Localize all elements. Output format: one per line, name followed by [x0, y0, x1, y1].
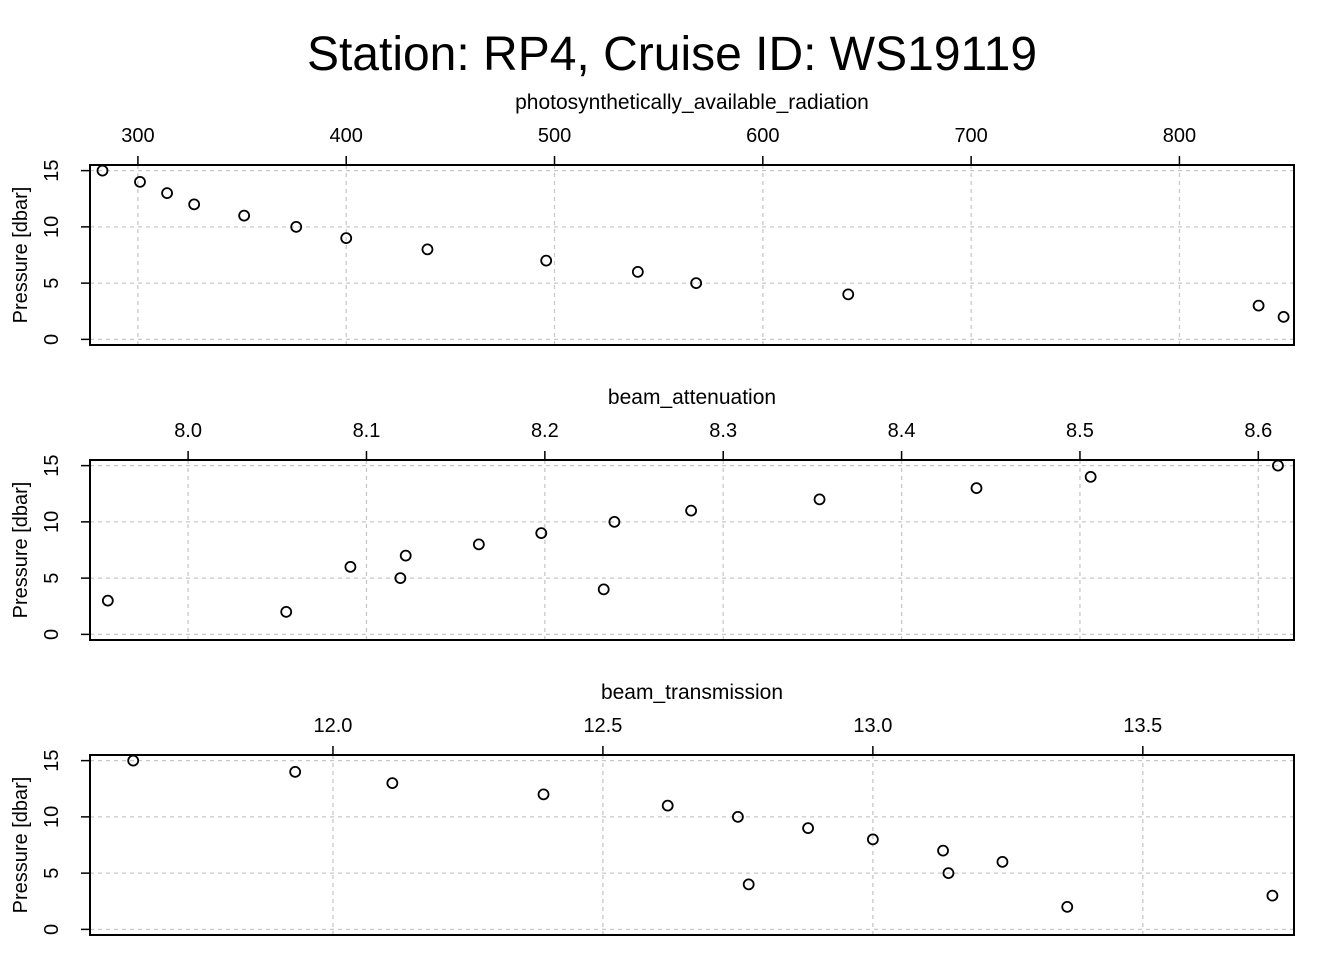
data-point	[1084, 470, 1097, 483]
x-tick-label: 600	[746, 125, 779, 147]
data-point	[535, 527, 548, 540]
data-points	[127, 754, 1279, 913]
x-axis-top: 12.0 12.5 13.0 13.5	[313, 715, 1162, 756]
panel-2: 8.0 8.1 8.2 8.3 8.4 8.5 8.6 beam_attenuation 0 5 1…	[10, 386, 1295, 641]
x-tick-label: 500	[538, 125, 571, 147]
y-tick-label: 5	[41, 868, 63, 879]
x-tick-label: 8.2	[531, 420, 559, 442]
plot-frame	[89, 164, 1295, 346]
data-point	[813, 493, 826, 506]
x-axis-label: beam_transmission	[601, 681, 783, 704]
data-point	[280, 605, 293, 618]
x-tick-label: 13.0	[853, 715, 892, 737]
y-axis-label: Pressure [dbar]	[10, 482, 32, 619]
data-point	[631, 265, 644, 278]
data-point	[597, 583, 610, 596]
x-axis-top: 300 400 500 600 700 800	[121, 125, 1196, 166]
data-point	[540, 254, 553, 267]
x-tick-label: 13.5	[1123, 715, 1162, 737]
data-point	[661, 799, 674, 812]
data-point	[289, 765, 302, 778]
y-tick-label: 15	[41, 160, 63, 182]
data-point	[1272, 459, 1284, 472]
y-axis-left: 0 5 10 15	[41, 455, 91, 640]
y-axis-label: Pressure [dbar]	[10, 187, 32, 324]
x-tick-label: 12.0	[313, 715, 352, 737]
data-point	[386, 777, 399, 790]
data-point	[685, 504, 698, 517]
data-point	[537, 788, 550, 801]
data-point	[134, 175, 146, 188]
data-point	[842, 288, 855, 301]
panel-3: 12.0 12.5 13.0 13.5 beam_transmission 0 5 10 15 P…	[10, 681, 1295, 936]
data-point	[996, 855, 1009, 868]
data-point	[127, 754, 140, 767]
x-axis-label: photosynthetically_available_radiation	[515, 91, 869, 114]
data-point	[731, 810, 744, 823]
data-point	[937, 844, 949, 857]
data-points	[96, 164, 1290, 323]
x-tick-label: 8.6	[1244, 420, 1272, 442]
y-tick-label: 15	[41, 455, 63, 477]
data-point	[96, 164, 109, 177]
x-tick-label: 8.1	[353, 420, 381, 442]
data-point	[866, 833, 879, 846]
data-point	[344, 560, 357, 573]
data-point	[1277, 310, 1290, 323]
x-tick-label: 8.4	[888, 420, 916, 442]
x-tick-label: 700	[954, 125, 987, 147]
y-axis-left: 0 5 10 15	[41, 160, 91, 345]
plot-frame	[89, 754, 1295, 936]
y-tick-label: 0	[41, 924, 63, 935]
figure-title: Station: RP4, Cruise ID: WS19119	[307, 28, 1037, 81]
data-point	[690, 277, 703, 290]
y-axis-label: Pressure [dbar]	[10, 777, 32, 914]
x-tick-label: 800	[1163, 125, 1196, 147]
data-point	[101, 594, 114, 607]
x-tick-label: 400	[330, 125, 363, 147]
data-point	[608, 515, 621, 528]
x-tick-label: 8.0	[174, 420, 202, 442]
data-point	[394, 572, 407, 585]
data-point	[421, 243, 434, 256]
data-point	[340, 232, 353, 245]
data-point	[1266, 889, 1279, 902]
y-tick-label: 5	[41, 278, 63, 289]
data-point	[742, 878, 755, 891]
data-point	[1061, 900, 1074, 913]
data-point	[188, 198, 201, 211]
y-axis-left: 0 5 10 15	[41, 750, 91, 935]
y-tick-label: 0	[41, 334, 63, 345]
x-axis-top: 8.0 8.1 8.2 8.3 8.4 8.5 8.6	[174, 420, 1272, 461]
y-tick-label: 0	[41, 629, 63, 640]
panel-1: 300 400 500 600 700 800 photosynthetically_ava…	[10, 91, 1295, 346]
y-tick-label: 10	[41, 511, 63, 533]
x-tick-label: 12.5	[583, 715, 622, 737]
data-point	[942, 867, 955, 880]
x-tick-label: 8.3	[709, 420, 737, 442]
data-points	[101, 459, 1284, 618]
y-tick-label: 10	[41, 216, 63, 238]
data-point	[472, 538, 485, 551]
x-axis-label: beam_attenuation	[608, 386, 776, 409]
y-tick-label: 5	[41, 573, 63, 584]
data-point	[238, 209, 251, 222]
data-point	[161, 187, 173, 200]
data-point	[970, 482, 983, 495]
x-tick-label: 300	[121, 125, 154, 147]
plot-frame	[89, 459, 1295, 641]
y-tick-label: 10	[41, 806, 63, 828]
y-tick-label: 15	[41, 750, 63, 772]
data-point	[802, 822, 814, 835]
x-tick-label: 8.5	[1066, 420, 1094, 442]
data-point	[1252, 299, 1265, 312]
data-point	[399, 549, 412, 562]
data-point	[290, 220, 303, 233]
